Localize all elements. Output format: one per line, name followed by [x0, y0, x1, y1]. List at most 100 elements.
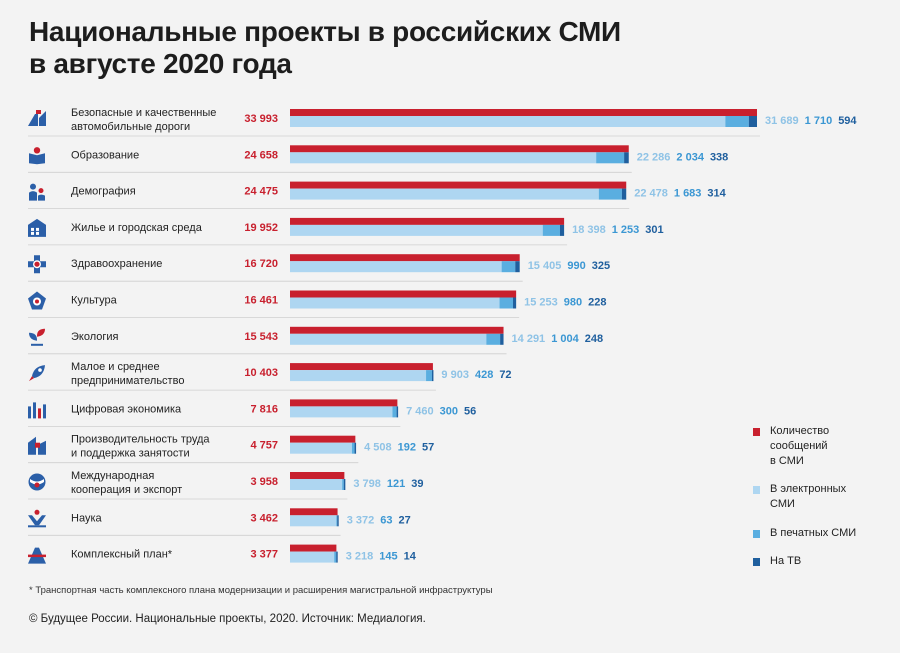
total-value-label: 4 757 [250, 440, 278, 452]
chart-row: Образование 24 658 22 286 2 034 338 [28, 145, 728, 173]
bar-print [334, 551, 337, 563]
bar-total [290, 326, 504, 334]
housing-icon [28, 218, 46, 237]
tv-value-label: 338 [710, 151, 728, 163]
total-value-label: 24 658 [244, 149, 278, 161]
electronic-value-label: 14 291 [512, 333, 546, 345]
chart-row: Культура 16 461 15 253 980 228 [28, 290, 607, 318]
tv-value-label: 594 [838, 115, 857, 127]
chart-row: Производительность труда и поддержка заня… [28, 434, 434, 464]
print-value-label: 1 004 [551, 333, 579, 345]
tv-value-label: 72 [499, 369, 511, 381]
category-label: Цифровая экономика [71, 403, 182, 415]
print-value-label: 63 [380, 514, 392, 526]
bar-print [336, 515, 338, 527]
total-value-label: 3 958 [250, 476, 278, 488]
footnote: * Транспортная часть комплексного плана … [29, 585, 493, 596]
print-value-label: 990 [567, 260, 585, 272]
total-value-label: 15 543 [244, 331, 278, 343]
legend-label-electronic: В электронных СМИ [770, 483, 847, 510]
category-label-line: Цифровая экономика [71, 403, 182, 415]
bar-electronic [290, 297, 500, 309]
bar-total [290, 145, 629, 153]
category-label-line: кооперация и экспорт [71, 484, 182, 496]
category-label-line: Образование [71, 149, 139, 161]
tv-value-label: 301 [645, 224, 663, 236]
category-label-line: Экология [71, 331, 119, 343]
bar-electronic [290, 551, 335, 563]
bar-print [598, 188, 622, 200]
bar-total [290, 109, 757, 116]
bar-print [542, 224, 560, 236]
bar-print [351, 442, 355, 454]
print-value-label: 192 [398, 442, 416, 454]
print-value-label: 1 710 [805, 115, 833, 127]
tv-value-label: 56 [464, 405, 476, 417]
bar-tv [500, 333, 504, 345]
demography-icon [29, 183, 45, 201]
tv-value-label: 14 [404, 551, 417, 563]
category-label-line: Комплексный план* [71, 549, 173, 561]
bar-tv [748, 116, 757, 127]
bar-tv [337, 515, 339, 527]
bar-tv [624, 152, 629, 164]
category-label-line: Безопасные и качественные [71, 107, 216, 119]
chart-title-line-1: Национальные проекты в российских СМИ [29, 16, 621, 47]
road-icon [28, 110, 46, 126]
category-label: Культура [71, 295, 118, 307]
category-label-line: Производительность труда [71, 434, 210, 446]
legend-swatch-print [753, 530, 760, 538]
electronic-value-label: 18 398 [572, 224, 606, 236]
print-value-label: 121 [387, 478, 405, 490]
category-label: Экология [71, 331, 119, 343]
electronic-value-label: 15 405 [528, 260, 562, 272]
bar-total [290, 472, 345, 479]
bar-electronic [290, 224, 543, 236]
electronic-value-label: 3 798 [353, 478, 381, 490]
category-label: Комплексный план* [71, 549, 173, 561]
bar-print [426, 370, 432, 382]
legend-swatch-total [753, 428, 760, 436]
category-label-line: Международная [71, 470, 154, 482]
total-value-label: 3 462 [250, 512, 278, 524]
chart-row: Здравоохранение 16 720 15 405 990 325 [28, 254, 610, 282]
category-label-line: предпринимательство [71, 375, 184, 387]
category-label-line: автомобильные дороги [71, 121, 190, 133]
total-value-label: 16 720 [244, 258, 278, 270]
healthcare-icon [28, 255, 46, 274]
category-label-line: Демография [71, 186, 136, 198]
category-label: Международная кооперация и экспорт [71, 470, 182, 496]
category-label: Производительность труда и поддержка заня… [71, 434, 210, 460]
electronic-value-label: 3 372 [347, 514, 375, 526]
category-label: Здравоохранение [71, 258, 162, 270]
tv-value-label: 314 [707, 188, 726, 200]
bar-tv [559, 224, 565, 236]
category-label-line: Культура [71, 295, 118, 307]
category-label: Демография [71, 186, 136, 198]
legend-swatch-electronic [753, 486, 760, 494]
bar-electronic [290, 188, 599, 200]
electronic-value-label: 4 508 [364, 442, 392, 454]
category-label: Малое и среднее предпринимательство [71, 361, 184, 387]
bar-total [290, 435, 356, 443]
bar-electronic [290, 116, 726, 127]
bar-electronic [290, 261, 502, 273]
category-label-line: Жилье и городская среда [71, 222, 203, 234]
tv-value-label: 228 [588, 297, 606, 309]
category-label-line: Здравоохранение [71, 258, 162, 270]
chart-row: Комплексный план* 3 377 3 218 145 14 [28, 544, 417, 564]
complex-plan-icon [28, 547, 46, 564]
chart-row: Международная кооперация и экспорт 3 958 3 … [28, 470, 423, 500]
bar-total [290, 290, 517, 298]
chart-row: Цифровая экономика 7 816 7 460 300 56 [28, 399, 476, 427]
chart-title: Национальные проекты в российских СМИ в … [29, 16, 621, 80]
category-label: Безопасные и качественные автомобильные д… [71, 107, 216, 133]
tv-value-label: 27 [398, 514, 410, 526]
total-value-label: 16 461 [244, 295, 278, 307]
tv-value-label: 325 [592, 260, 610, 272]
electronic-value-label: 15 253 [524, 297, 558, 309]
total-value-label: 33 993 [244, 113, 278, 125]
bar-tv [515, 261, 520, 273]
total-value-label: 10 403 [244, 367, 278, 379]
